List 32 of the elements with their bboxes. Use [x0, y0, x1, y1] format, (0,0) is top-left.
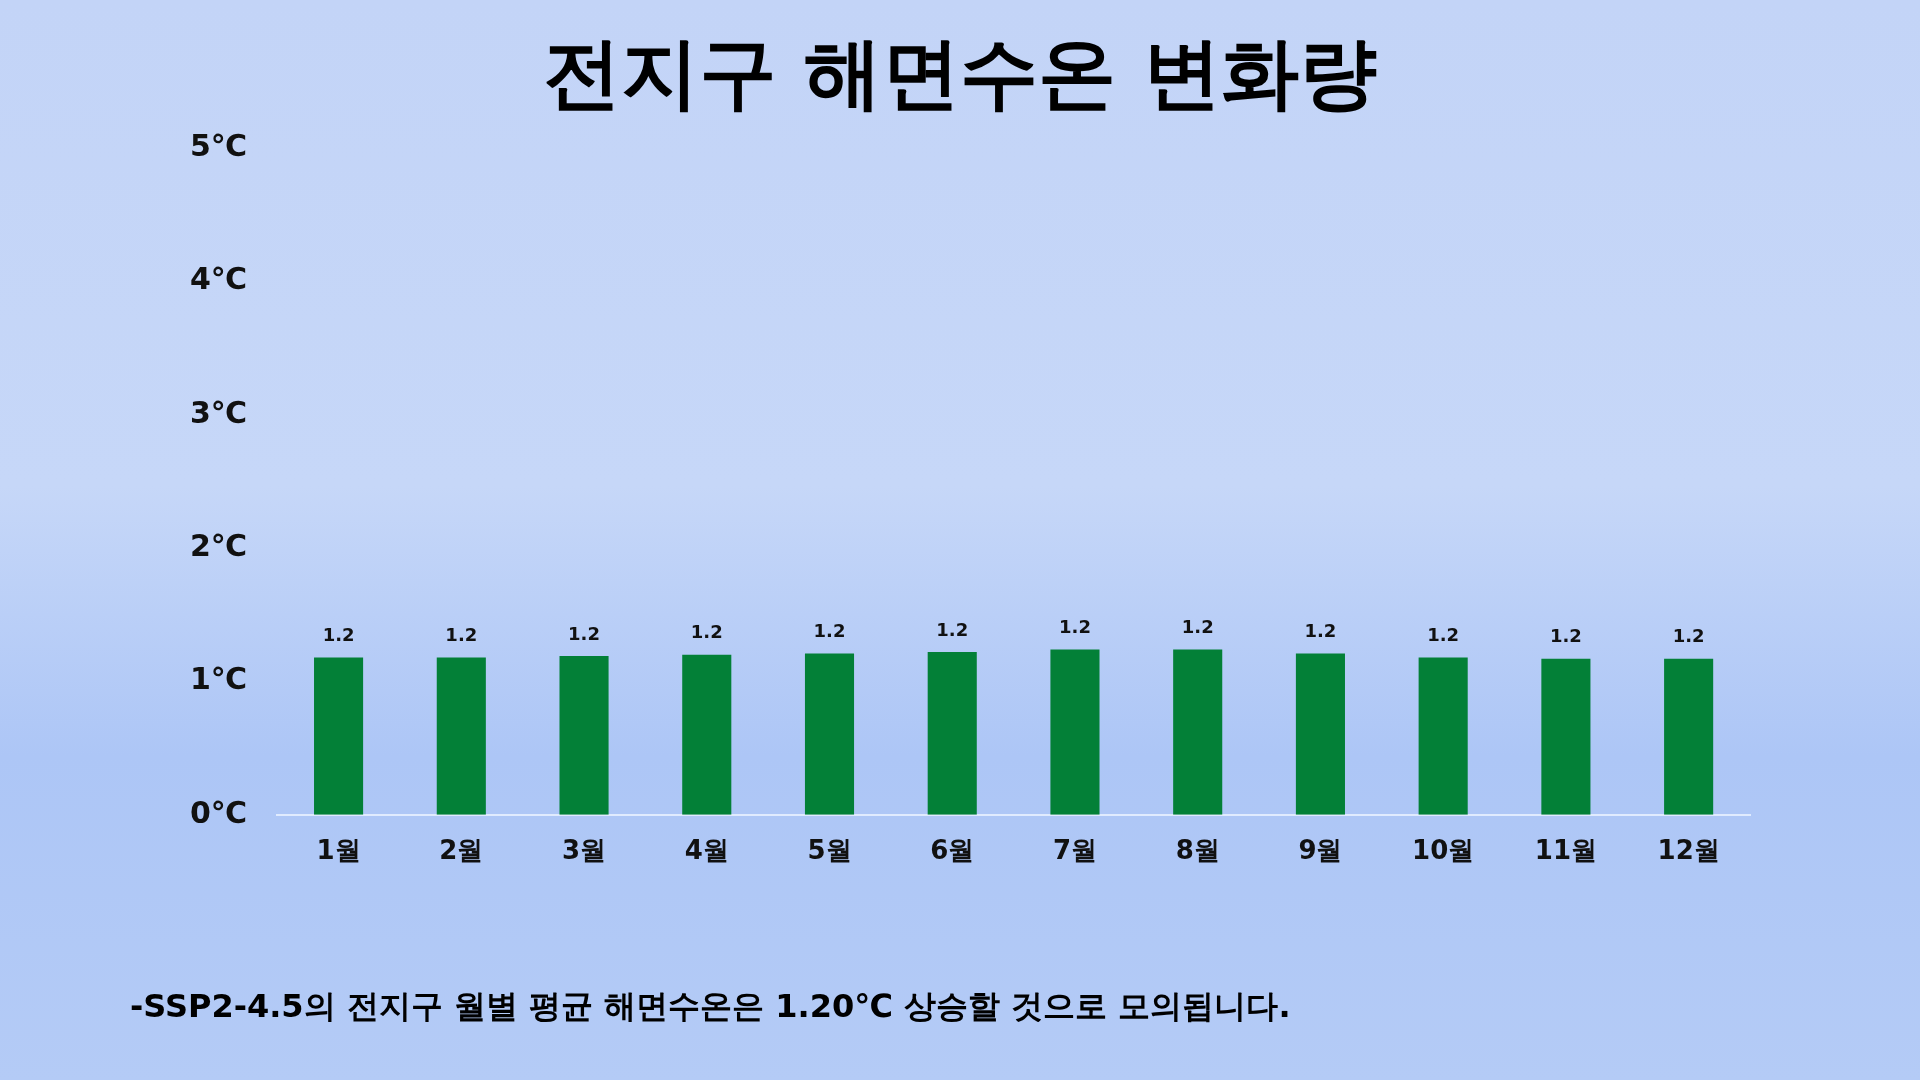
x-tick-label: 7월: [1052, 835, 1098, 866]
data-label: 1.2: [1672, 625, 1705, 647]
data-label: 1.2: [1304, 620, 1337, 642]
x-tick-label: 10월: [1412, 835, 1475, 866]
y-tick-label: 4℃: [190, 261, 248, 297]
y-tick-label: 5℃: [190, 127, 248, 163]
data-label: 1.2: [1427, 624, 1460, 646]
x-tick-label: 2월: [439, 835, 484, 866]
data-label: 1.2: [1059, 616, 1091, 638]
x-tick-label: 5월: [807, 835, 852, 866]
x-tick-label: 11월: [1534, 835, 1597, 866]
x-tick-label: 6월: [930, 835, 975, 866]
data-label: 1.2: [813, 620, 846, 642]
text: -SSP2-4.5의 전지구 월별 평균 해면수온은 1.20℃ 상승할 것으로 모의됩니다.: [130, 986, 1291, 1027]
data-label: 1.2: [1549, 625, 1582, 647]
data-label: 1.2: [690, 621, 723, 643]
x-tick-label: 9월: [1298, 835, 1343, 866]
data-label: 1.2: [322, 624, 355, 646]
x-tick-label: 8월: [1175, 835, 1220, 866]
data-label: 1.2: [1181, 616, 1214, 638]
y-tick-label: 1℃: [190, 661, 248, 697]
data-label: 1.2: [445, 624, 478, 646]
chart-title: 전지구 해면수온 변화량: [541, 27, 1379, 120]
data-label: 1.2: [936, 618, 969, 640]
x-tick-label: 12월: [1657, 835, 1720, 866]
y-tick-label: 2℃: [190, 527, 248, 563]
y-tick-label: 0℃: [190, 794, 248, 830]
y-tick-label: 3℃: [190, 394, 248, 430]
x-tick-label: 3월: [561, 835, 607, 866]
data-label: 1.2: [568, 622, 600, 644]
x-tick-label: 4월: [684, 835, 729, 866]
x-tick-label: 1월: [316, 835, 361, 866]
